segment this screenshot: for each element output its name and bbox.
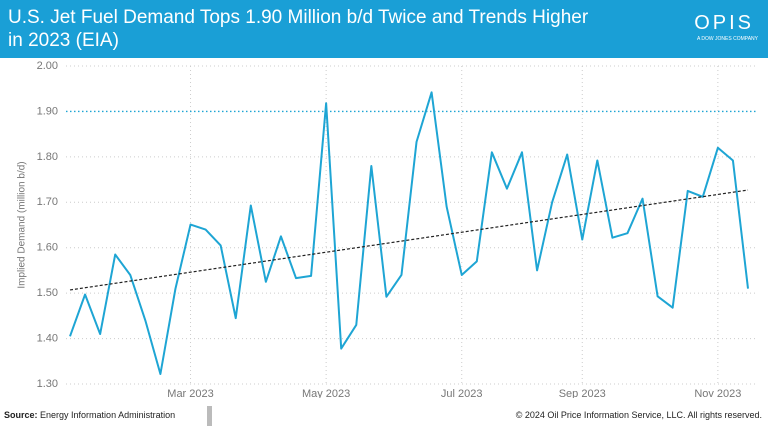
source: Source: Energy Information Administratio… bbox=[4, 410, 175, 420]
y-tick-label: 1.70 bbox=[37, 196, 58, 208]
y-tick-label: 1.30 bbox=[37, 378, 58, 390]
source-text: Energy Information Administration bbox=[40, 410, 176, 420]
x-tick-label: Mar 2023 bbox=[167, 388, 213, 398]
y-tick-label: 1.40 bbox=[37, 332, 58, 344]
x-tick-label: May 2023 bbox=[302, 388, 350, 398]
chart: 1.30 1.40 1.50 1.60 1.70 1.80 1.90 2.00 Mar 2023… bbox=[17, 60, 758, 398]
scroll-handle bbox=[207, 406, 212, 426]
brand-tagline: A DOW JONES COMPANY bbox=[696, 36, 758, 42]
x-tick-label: Jul 2023 bbox=[441, 388, 483, 398]
data-line bbox=[69, 91, 749, 376]
y-tick-label: 1.80 bbox=[37, 151, 58, 163]
trend-line bbox=[69, 189, 749, 291]
y-tick-label: 1.50 bbox=[37, 287, 58, 299]
x-tick-label: Nov 2023 bbox=[694, 388, 741, 398]
copyright: © 2024 Oil Price Information Service, LL… bbox=[515, 410, 762, 420]
y-axis-label: Implied Demand (million b/d) bbox=[17, 161, 28, 288]
y-tick-label: 1.90 bbox=[37, 105, 58, 117]
x-tick-label: Sep 2023 bbox=[559, 388, 606, 398]
chart-title: U.S. Jet Fuel Demand Tops 1.90 Million b… bbox=[8, 7, 589, 51]
brand-logo: OPIS bbox=[694, 12, 754, 34]
y-tick-label: 1.60 bbox=[37, 242, 58, 254]
source-label: Source: bbox=[4, 410, 38, 420]
y-tick-label: 2.00 bbox=[37, 60, 58, 72]
header: U.S. Jet Fuel Demand Tops 1.90 Million b… bbox=[0, 0, 768, 58]
